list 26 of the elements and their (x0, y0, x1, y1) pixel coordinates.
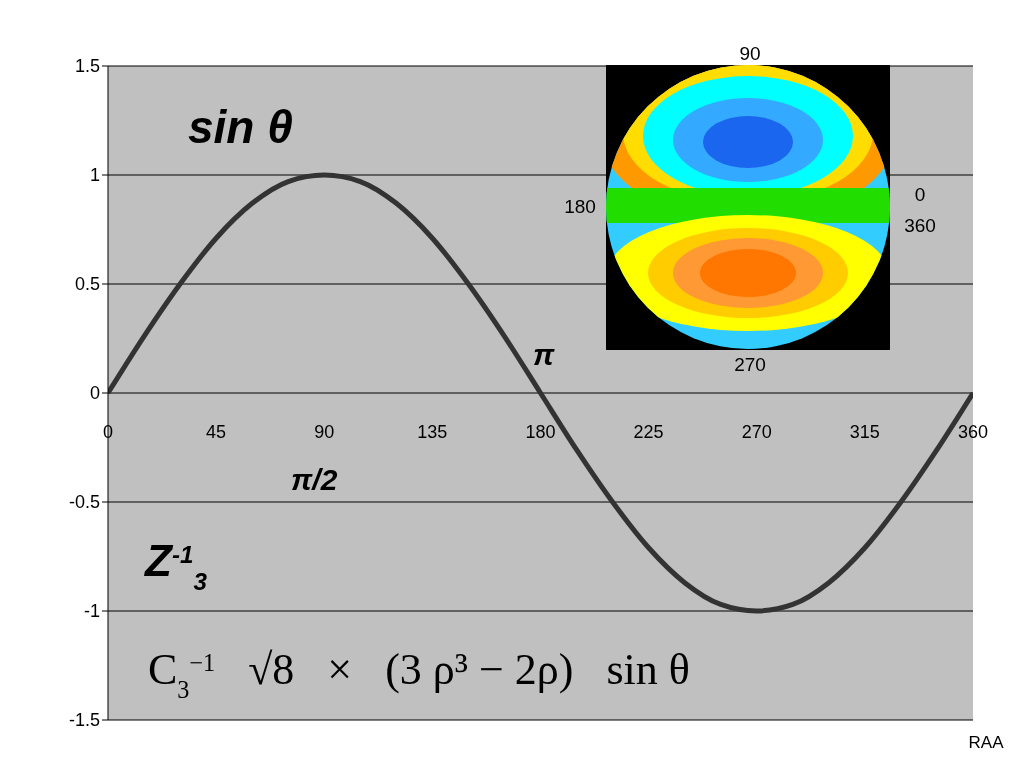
y-tick-label: -1.5 (68, 710, 100, 731)
y-tick-label: -0.5 (68, 492, 100, 513)
annotation: 270 (734, 354, 766, 375)
text: C$_{3}$$^{−1}$ √8 × (3 ρ³ − 2ρ) sin θ (148, 645, 690, 703)
x-tick-label: 135 (417, 421, 448, 442)
x-tick-label: 0 (102, 421, 114, 442)
x-tick-label: 90 (314, 421, 335, 442)
x-tick-label: 270 (741, 421, 772, 442)
text: RAA (968, 733, 1005, 752)
annotation: π (533, 338, 555, 371)
y-tick-label: 1.5 (74, 56, 100, 77)
text: 90 (739, 43, 761, 64)
annotation: sin θ (188, 101, 293, 153)
annotation: 360 (904, 215, 936, 236)
x-tick-label: 180 (525, 421, 556, 442)
y-tick-label: -1 (83, 601, 100, 622)
x-tick-label: 360 (957, 421, 989, 442)
x-tick-label: 315 (849, 421, 880, 442)
annotation: 180 (564, 196, 596, 217)
annotation: 0 (914, 184, 926, 205)
y-tick-label: 0.5 (74, 274, 100, 295)
x-tick-label: 225 (633, 421, 664, 442)
x-tick-label: 45 (206, 421, 227, 442)
y-tick-label: 0 (89, 383, 100, 404)
y-tick-label: 1 (89, 165, 100, 186)
annotation: π/2 (291, 463, 338, 496)
